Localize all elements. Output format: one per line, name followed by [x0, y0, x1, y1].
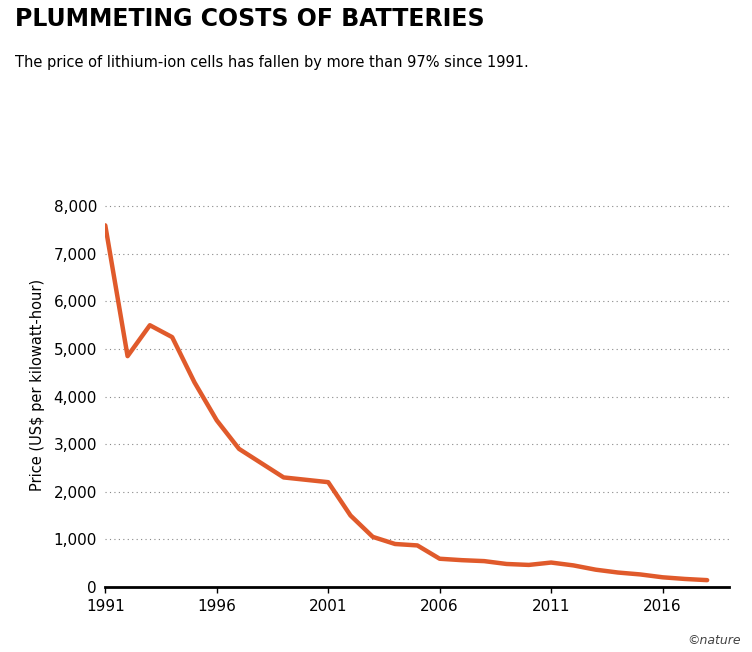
Text: The price of lithium-ion cells has fallen by more than 97% since 1991.: The price of lithium-ion cells has falle…: [15, 55, 529, 70]
Y-axis label: Price (US$ per kilowatt-hour): Price (US$ per kilowatt-hour): [30, 278, 45, 491]
Text: PLUMMETING COSTS OF BATTERIES: PLUMMETING COSTS OF BATTERIES: [15, 7, 485, 31]
Text: ©nature: ©nature: [687, 634, 741, 647]
